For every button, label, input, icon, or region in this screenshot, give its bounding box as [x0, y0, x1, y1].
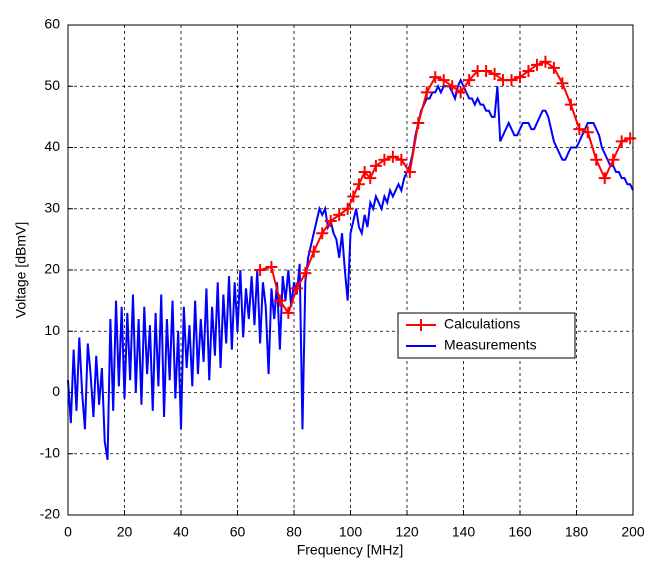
data-marker [341, 202, 354, 215]
data-marker [437, 74, 450, 87]
data-marker [290, 282, 303, 295]
data-marker [488, 68, 501, 80]
data-marker [254, 264, 267, 276]
x-tick-label: 160 [508, 524, 532, 540]
data-marker [547, 61, 560, 74]
data-marker [364, 172, 377, 185]
legend-label: Measurements [444, 337, 537, 353]
data-marker [429, 71, 442, 84]
y-tick-label: 10 [44, 322, 60, 338]
legend-label: Calculations [444, 316, 520, 332]
data-marker [299, 267, 312, 280]
data-marker [446, 80, 459, 93]
y-axis-label: Voltage [dBmV] [13, 222, 29, 319]
data-marker [403, 166, 416, 178]
series-group [254, 55, 637, 319]
legend-box [397, 312, 576, 359]
x-tick-label: 120 [395, 524, 419, 540]
legend-marker [415, 319, 427, 331]
x-tick-label: 100 [339, 524, 363, 540]
data-marker [615, 135, 628, 148]
y-tick-label: -20 [40, 506, 60, 522]
data-marker [581, 126, 594, 139]
x-tick-label: 180 [565, 524, 589, 540]
data-marker [273, 294, 286, 307]
data-marker [454, 86, 467, 99]
data-marker [369, 159, 382, 172]
data-marker [282, 306, 295, 319]
y-tick-label: -10 [40, 444, 60, 460]
data-marker [590, 153, 603, 166]
data-marker [480, 64, 493, 77]
data-marker [556, 77, 569, 90]
data-marker [324, 215, 337, 227]
plot-frame [67, 24, 634, 516]
x-axis-label: Frequency [MHz] [297, 542, 404, 558]
data-marker [514, 71, 526, 84]
data-marker [307, 245, 320, 258]
data-marker [395, 153, 408, 166]
y-tick-label: 30 [44, 199, 60, 215]
data-marker [607, 153, 620, 166]
y-tick-label: 60 [44, 16, 60, 32]
data-marker [378, 153, 391, 166]
x-tick-label: 200 [621, 524, 645, 540]
x-tick-label: 140 [452, 524, 476, 540]
data-marker [463, 74, 476, 87]
data-marker [539, 55, 552, 68]
series-group [67, 77, 634, 461]
x-tick-label: 0 [64, 524, 72, 540]
data-marker [522, 64, 535, 77]
series-line [259, 60, 631, 316]
data-marker [333, 208, 346, 221]
data-marker [347, 190, 360, 203]
y-tick-label: 50 [44, 77, 60, 93]
data-marker [352, 178, 365, 191]
y-tick-label: 40 [44, 138, 60, 154]
x-tick-label: 40 [173, 524, 189, 540]
data-marker [573, 123, 586, 136]
x-tick-label: 20 [117, 524, 133, 540]
data-marker [386, 150, 399, 163]
y-tick-label: 0 [52, 383, 60, 399]
series-line [67, 77, 634, 461]
data-marker [412, 117, 425, 129]
y-tick-label: 20 [44, 261, 60, 277]
data-marker [265, 260, 278, 273]
data-marker [530, 58, 543, 71]
data-marker [598, 172, 611, 185]
data-marker [420, 86, 433, 99]
data-marker [505, 74, 518, 87]
x-tick-label: 80 [286, 524, 302, 540]
data-marker [358, 166, 371, 178]
x-tick-label: 60 [230, 524, 246, 540]
data-marker [624, 132, 637, 145]
data-marker [564, 98, 577, 111]
data-marker [316, 227, 329, 240]
